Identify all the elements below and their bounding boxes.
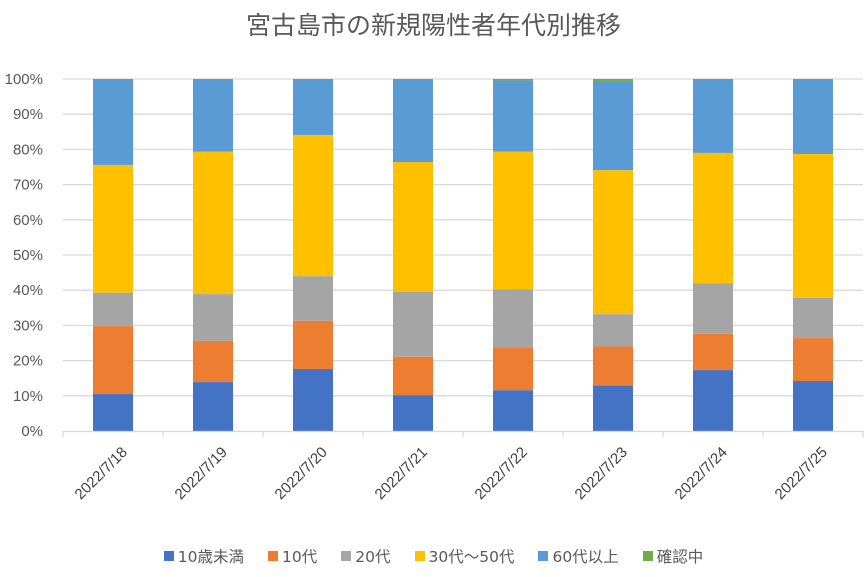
bar-segment xyxy=(193,151,233,295)
x-tick-label: 2022/7/25 xyxy=(772,444,831,503)
legend-swatch xyxy=(341,551,352,561)
bar-segment xyxy=(293,369,333,431)
x-tick-label: 2022/7/19 xyxy=(172,444,231,503)
y-tick-label: 100% xyxy=(5,71,43,88)
bar-segment xyxy=(393,291,433,357)
bar-segment xyxy=(693,370,733,431)
y-tick-label: 90% xyxy=(13,106,43,123)
bar-segment xyxy=(193,340,233,383)
bar-segment xyxy=(593,385,633,431)
bar-segment xyxy=(593,346,633,386)
bar-segment xyxy=(493,289,533,348)
bar-segment xyxy=(593,170,633,315)
x-tick-label: 2022/7/18 xyxy=(72,444,131,503)
bar-segment xyxy=(693,79,733,153)
bar-segment xyxy=(493,390,533,431)
legend-swatch xyxy=(268,551,279,561)
legend-label: 10代 xyxy=(282,548,318,566)
bar-segment xyxy=(593,81,633,171)
legend-item: 60代以上 xyxy=(538,545,619,567)
bar-segment xyxy=(693,152,733,284)
bar-segment xyxy=(93,394,133,431)
y-tick-label: 70% xyxy=(13,177,43,194)
bar-segment xyxy=(593,79,633,82)
bar-segment xyxy=(493,151,533,290)
bar-segment xyxy=(793,79,833,154)
legend-swatch xyxy=(163,551,174,561)
x-tick-label: 2022/7/24 xyxy=(672,444,731,503)
legend-swatch xyxy=(414,551,425,561)
x-tick-label: 2022/7/21 xyxy=(372,444,431,503)
bar-segment xyxy=(93,164,133,293)
x-tick-label: 2022/7/20 xyxy=(272,444,331,503)
legend-item: 確認中 xyxy=(642,545,704,567)
bar-segment xyxy=(193,382,233,431)
bar-segment xyxy=(793,153,833,298)
legend-label: 20代 xyxy=(355,548,391,566)
gridlines xyxy=(63,78,863,397)
bar-segment xyxy=(793,381,833,431)
legend: 10歳未満 10代 20代 30代〜50代 60代以上 確認中 xyxy=(0,545,867,567)
y-tick-label: 40% xyxy=(13,282,43,299)
bar-segment xyxy=(393,395,433,431)
y-tick-label: 0% xyxy=(21,423,43,440)
bar-segment xyxy=(793,297,833,339)
y-axis: 0% 10% 20% 30% 40% 50% 60% 70% 80% 90% 100% xyxy=(5,71,43,440)
bar-segment xyxy=(393,79,433,163)
bar-segment xyxy=(593,314,633,347)
x-tick-label: 2022/7/22 xyxy=(472,444,531,503)
bar-segment xyxy=(293,276,333,321)
legend-label: 30代〜50代 xyxy=(428,548,515,566)
bar-segment xyxy=(293,134,333,277)
bar-segment xyxy=(293,79,333,135)
x-tick-label: 2022/7/23 xyxy=(572,444,631,503)
bar-segment xyxy=(393,356,433,396)
bar-segment xyxy=(93,326,133,395)
chart-title: 宮古島市の新規陽性者年代別推移 xyxy=(245,11,621,40)
bar-segment xyxy=(493,347,533,391)
legend-swatch xyxy=(538,551,549,561)
y-tick-label: 80% xyxy=(13,141,43,158)
legend-item: 10歳未満 xyxy=(163,545,245,567)
bar-segment xyxy=(793,338,833,382)
y-tick-label: 30% xyxy=(13,317,43,334)
bar-segment xyxy=(293,320,333,370)
bar-segment xyxy=(393,162,433,292)
bar-segment xyxy=(193,79,233,152)
legend-label: 確認中 xyxy=(656,548,704,566)
y-tick-label: 20% xyxy=(13,353,43,370)
bars xyxy=(93,79,833,431)
legend-swatch xyxy=(642,551,653,561)
y-tick-label: 60% xyxy=(13,212,43,229)
y-tick-label: 50% xyxy=(13,247,43,264)
y-tick-label: 10% xyxy=(13,388,43,405)
x-axis: 2022/7/18 2022/7/19 2022/7/20 2022/7/21 2022… xyxy=(62,430,864,503)
bar-segment xyxy=(693,333,733,371)
bar-segment xyxy=(93,292,133,327)
bar-segment xyxy=(193,294,233,341)
legend-item: 20代 xyxy=(341,545,391,567)
bar-segment xyxy=(493,80,533,152)
bar-segment xyxy=(93,79,133,165)
bar-segment xyxy=(693,283,733,334)
legend-item: 10代 xyxy=(268,545,317,567)
bar-segment xyxy=(493,79,533,81)
legend-label: 10歳未満 xyxy=(177,548,245,566)
legend-item: 30代〜50代 xyxy=(414,545,515,567)
legend-label: 60代以上 xyxy=(552,548,619,566)
